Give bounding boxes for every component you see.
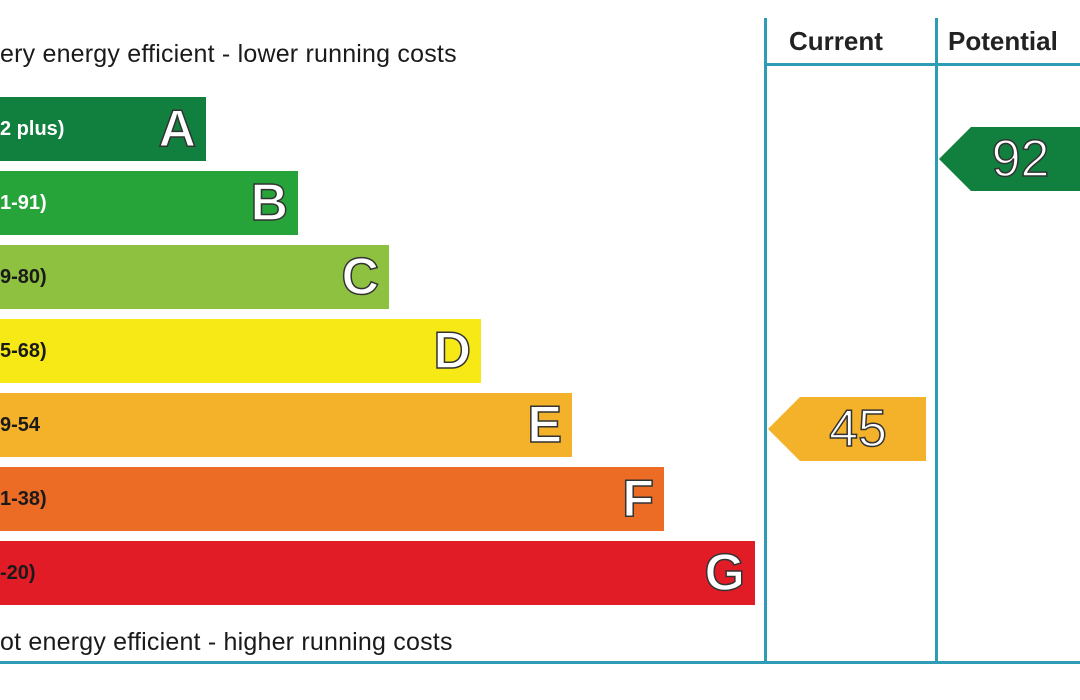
potential-rating-arrow: 92 [939, 127, 1080, 191]
band-range-label: -20) [0, 561, 36, 584]
current-rating-arrow: 45 [768, 397, 926, 461]
current-column-left-border [764, 18, 767, 664]
band-a: 2 plus) A [0, 97, 206, 161]
table-bottom-border [0, 661, 1080, 664]
band-d: 5-68) D [0, 319, 481, 383]
band-letter: F [621, 470, 654, 528]
band-e: 9-54 E [0, 393, 572, 457]
band-range-label: 9-80) [0, 265, 47, 288]
band-range-label: 5-68) [0, 339, 47, 362]
band-range-label: 1-91) [0, 191, 47, 214]
band-letter: B [250, 174, 289, 232]
potential-column-left-border [935, 18, 938, 664]
current-column-header: Current [789, 26, 883, 56]
band-g: -20) G [0, 541, 755, 605]
bottom-caption: ot energy efficient - higher running cos… [0, 628, 453, 656]
band-range-label: 9-54 [0, 413, 41, 436]
current-rating-value: 45 [828, 400, 887, 458]
band-b: 1-91) B [0, 171, 298, 235]
top-caption: ery energy efficient - lower running cos… [0, 40, 457, 68]
band-letter: A [158, 100, 197, 158]
header-underline [764, 63, 1080, 66]
band-f: 1-38) F [0, 467, 664, 531]
band-c: 9-80) C [0, 245, 389, 309]
potential-column-header: Potential [948, 26, 1058, 56]
band-range-label: 1-38) [0, 487, 47, 510]
band-letter: E [527, 396, 563, 454]
band-letter: D [433, 322, 472, 380]
band-letter: C [341, 248, 380, 306]
band-letter: G [704, 544, 746, 602]
potential-rating-value: 92 [991, 130, 1050, 188]
band-range-label: 2 plus) [0, 117, 65, 140]
